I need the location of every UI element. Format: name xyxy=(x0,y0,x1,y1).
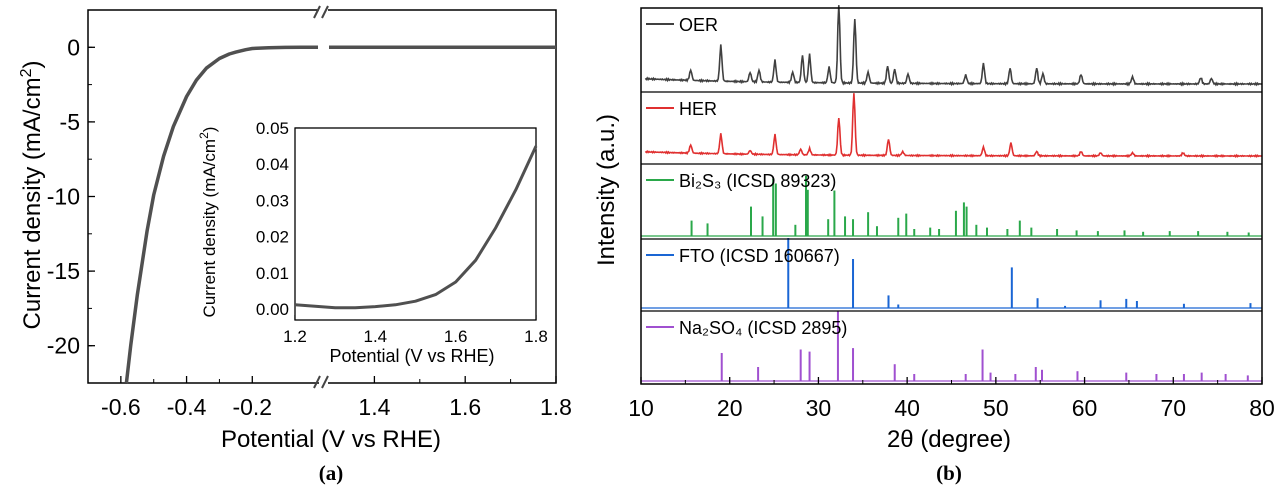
panel-a-ticks: 0 -5 -10 -15 -20 -0.6 -0.4 -0.2 1.4 1.6 1.8 xyxy=(47,9,572,420)
panel-a-ytick-label: -10 xyxy=(47,184,80,210)
panel-b-xtick-label: 40 xyxy=(894,395,920,421)
inset-ylabel: Current density (mA/cm2) xyxy=(197,127,219,318)
legend-label: Bi₂S₃ (ICSD 89323) xyxy=(679,171,836,191)
panel-a-xtick-label: 1.6 xyxy=(449,394,481,420)
axis-break-marks xyxy=(313,2,329,390)
inset-ytick-label: 0.05 xyxy=(256,119,289,138)
panel-a: Current density (mA/cm2) Potential (V vs… xyxy=(18,2,572,485)
series-4: Na₂SO₄ (ICSD 2895) xyxy=(641,311,1262,382)
panel-a-caption: (a) xyxy=(319,461,344,485)
series-0: OER xyxy=(644,5,1263,87)
legend-label: Na₂SO₄ (ICSD 2895) xyxy=(679,318,847,338)
legend-label: HER xyxy=(679,99,717,119)
panel-b-xtick-label: 80 xyxy=(1249,395,1275,421)
panel-a-ylabel: Current density (mA/cm2) xyxy=(18,61,46,330)
legend-label: OER xyxy=(679,15,718,35)
panel-a-ytick-label: 0 xyxy=(67,34,80,60)
panel-b-xtick-label: 60 xyxy=(1072,395,1098,421)
panel-b-xtick-label: 70 xyxy=(1160,395,1186,421)
inset-xtick-label: 1.2 xyxy=(283,327,307,346)
panel-a-xlabel: Potential (V vs RHE) xyxy=(221,426,441,453)
panel-b: Intensity (a.u.) 2θ (degree) (b) OER HER B… xyxy=(593,5,1275,485)
xrd-pattern-1 xyxy=(644,93,1263,159)
panel-a-curve-left xyxy=(124,45,318,384)
panel-a-ytick-label: -5 xyxy=(60,109,80,135)
inset-chart: Current density (mA/cm2) Potential (V vs… xyxy=(197,119,548,366)
series-3: FTO (ICSD 160667) xyxy=(641,238,1262,309)
inset-frame xyxy=(294,127,537,321)
panel-a-xtick-label: 1.4 xyxy=(358,394,390,420)
panel-b-xtick-label: 50 xyxy=(983,395,1009,421)
inset-ytick-label: 0.00 xyxy=(256,300,289,319)
inset-xtick-label: 1.6 xyxy=(444,327,468,346)
panel-a-ytick-label: -15 xyxy=(47,258,80,284)
inset-plot xyxy=(294,127,538,321)
inset-ytick-label: 0.02 xyxy=(256,228,289,247)
inset-ytick-label: 0.04 xyxy=(256,155,289,174)
series-1: HER xyxy=(644,93,1263,159)
inset-curve xyxy=(294,145,538,310)
panel-a-xtick-label: -0.6 xyxy=(101,394,141,420)
xrd-pattern-0 xyxy=(644,5,1263,87)
legend-label: FTO (ICSD 160667) xyxy=(679,246,840,266)
inset-xlabel: Potential (V vs RHE) xyxy=(329,346,494,366)
inset-ytick-label: 0.01 xyxy=(256,264,289,283)
panel-b-ticks: 10 20 30 40 50 60 70 80 xyxy=(628,377,1275,421)
inset-ticks: 0.00 0.01 0.02 0.03 0.04 0.05 1.2 1.4 1.6 1.8 xyxy=(256,119,548,346)
panel-b-caption: (b) xyxy=(936,461,962,485)
inset-xtick-label: 1.4 xyxy=(364,327,388,346)
panel-a-xtick-label: -0.2 xyxy=(232,394,272,420)
inset-ytick-label: 0.03 xyxy=(256,191,289,210)
panel-a-xtick-label: 1.8 xyxy=(540,394,572,420)
panel-a-xtick-label: -0.4 xyxy=(167,394,207,420)
panel-b-xtick-label: 20 xyxy=(717,395,743,421)
panel-b-plot: OER HER Bi₂S₃ (ICSD 89323) FTO (ICSD 160667… xyxy=(640,5,1263,385)
panel-b-xlabel: 2θ (degree) xyxy=(887,426,1011,453)
panel-b-xtick-label: 30 xyxy=(806,395,832,421)
inset-xtick-label: 1.8 xyxy=(524,327,548,346)
series-2: Bi₂S₃ (ICSD 89323) xyxy=(641,171,1262,237)
panel-b-ylabel: Intensity (a.u.) xyxy=(593,114,620,266)
panel-a-ytick-label: -20 xyxy=(47,333,80,359)
panel-b-xtick-label: 10 xyxy=(628,395,654,421)
